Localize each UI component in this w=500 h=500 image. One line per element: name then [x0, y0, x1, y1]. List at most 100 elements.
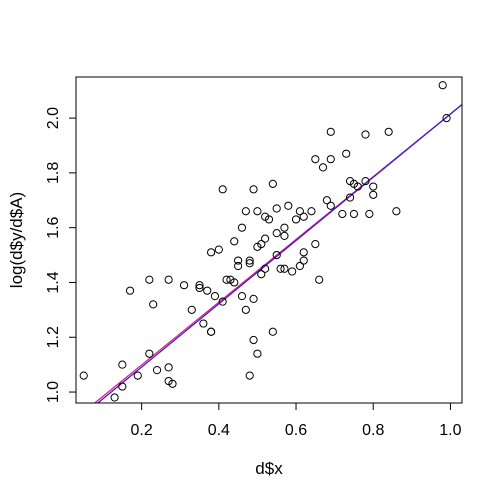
data-point [241, 207, 250, 216]
data-point [187, 305, 196, 314]
data-point [315, 275, 324, 284]
data-point [280, 223, 289, 232]
data-point [230, 278, 239, 287]
data-point [318, 163, 328, 172]
data-point [222, 275, 231, 284]
data-point [361, 130, 370, 139]
data-point [338, 209, 347, 219]
x-axis-title: d$x [255, 459, 283, 478]
data-point [299, 212, 308, 221]
data-point [237, 292, 247, 301]
data-point [257, 270, 266, 279]
data-point [280, 231, 289, 240]
x-tick-label: 0.6 [285, 422, 307, 439]
data-point [79, 371, 88, 380]
data-point [257, 240, 266, 249]
data-point [125, 286, 135, 295]
data-point [326, 201, 335, 210]
data-point [234, 261, 243, 271]
data-point [110, 393, 119, 402]
data-point [214, 245, 223, 254]
data-point [349, 209, 359, 219]
data-point [268, 327, 277, 336]
data-point [237, 223, 247, 232]
y-axis: 1.0 1.2 1.4 1.6 1.8 2.0 [45, 107, 76, 403]
data-point [392, 207, 401, 216]
data-point [245, 371, 254, 380]
y-tick-label: 1.4 [45, 271, 62, 293]
data-point [264, 215, 274, 224]
data-point [207, 327, 216, 336]
data-point [280, 264, 289, 273]
data-points [79, 81, 451, 402]
data-point [326, 127, 335, 136]
data-point [361, 177, 370, 186]
data-point [299, 248, 308, 257]
data-point [145, 275, 154, 284]
x-tick-label: 0.8 [362, 422, 384, 439]
data-point [145, 349, 154, 358]
data-point [311, 155, 320, 164]
y-axis-title: log(d$y/d$A) [7, 192, 26, 288]
data-point [249, 294, 258, 303]
data-point [369, 182, 378, 191]
data-point [164, 363, 173, 372]
data-point [245, 259, 254, 268]
x-axis: 0.2 0.4 0.6 0.8 1.0 [130, 403, 462, 439]
data-point [369, 190, 378, 199]
data-point [322, 196, 331, 205]
data-point [245, 256, 254, 265]
data-point [168, 379, 177, 388]
data-point [118, 382, 127, 391]
data-point [249, 185, 258, 194]
data-point [268, 179, 277, 188]
data-point [291, 215, 301, 224]
data-point [195, 281, 204, 290]
data-point [384, 127, 393, 136]
data-point [272, 229, 281, 238]
data-point [276, 264, 285, 273]
data-point [261, 234, 270, 243]
x-tick-label: 0.4 [208, 422, 230, 439]
data-point [288, 267, 297, 276]
data-point [207, 248, 216, 257]
plot-frame [75, 76, 463, 404]
data-point [272, 204, 281, 213]
data-point [353, 182, 362, 191]
data-point [342, 149, 351, 158]
data-point [311, 240, 320, 249]
data-point [195, 283, 204, 293]
data-point [295, 207, 304, 216]
data-point [272, 250, 281, 260]
data-point [203, 286, 212, 295]
data-point [133, 371, 142, 380]
y-tick-label: 1.0 [45, 381, 62, 403]
data-point [345, 193, 355, 202]
y-tick-label: 1.8 [45, 162, 62, 184]
data-point [152, 366, 162, 375]
y-tick-label: 1.2 [45, 326, 62, 348]
data-point [118, 360, 127, 369]
data-point [365, 209, 374, 219]
data-point [438, 81, 447, 90]
data-point [199, 319, 208, 328]
data-point [234, 256, 243, 265]
data-point [253, 207, 262, 216]
data-point [442, 113, 451, 123]
data-point [149, 300, 158, 309]
regression-line [96, 103, 462, 403]
data-point [253, 349, 262, 358]
data-point [307, 207, 316, 216]
data-point [179, 281, 189, 290]
data-point [230, 237, 239, 246]
data-point [295, 261, 304, 271]
y-tick-label: 2.0 [45, 107, 62, 129]
data-point [284, 201, 293, 210]
data-point [164, 275, 173, 284]
x-tick-label: 1.0 [439, 422, 461, 439]
fit-lines [93, 103, 462, 403]
data-point [241, 305, 250, 314]
x-tick-label: 0.2 [130, 422, 152, 439]
data-point [249, 335, 258, 345]
